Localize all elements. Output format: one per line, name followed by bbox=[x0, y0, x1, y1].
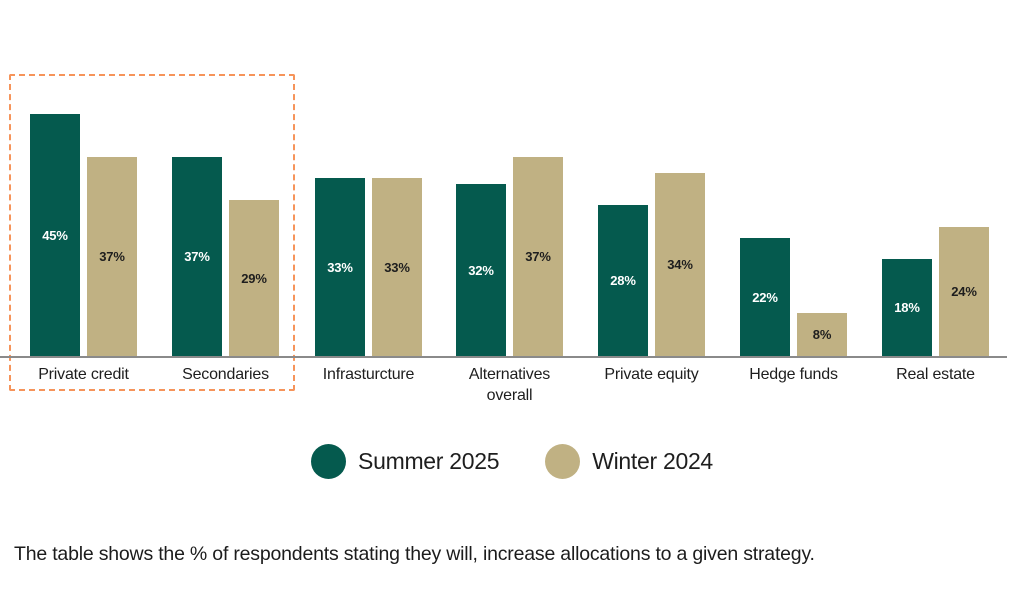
category-label-hedge-funds: Hedge funds bbox=[749, 366, 838, 383]
bar-group-hedge-funds: 22% 8% bbox=[740, 0, 847, 356]
bar-value-label: 22% bbox=[752, 289, 778, 305]
legend-item-winter-2024: Winter 2024 bbox=[545, 444, 713, 479]
bar-group-alternatives-overall: 32% 37% bbox=[456, 0, 563, 356]
bar-infrasturcture-winter-2024: 33% bbox=[372, 178, 422, 356]
bar-value-label: 37% bbox=[99, 249, 125, 264]
bar-private-credit-summer-2025: 45% bbox=[30, 114, 80, 356]
bar-private-credit-winter-2024: 37% bbox=[87, 157, 137, 356]
bar-real-estate-summer-2025: 18% bbox=[882, 259, 932, 356]
highlight-dashed-box bbox=[9, 74, 295, 391]
bar-value-label: 29% bbox=[241, 270, 267, 286]
legend-label: Winter 2024 bbox=[592, 448, 713, 474]
category-label-infrasturcture: Infrasturcture bbox=[322, 366, 415, 383]
bar-secondaries-summer-2025: 37% bbox=[172, 157, 222, 356]
bar-value-label: 32% bbox=[468, 262, 494, 278]
legend-item-summer-2025: Summer 2025 bbox=[311, 444, 500, 479]
category-label-private-equity: Private equity bbox=[604, 366, 699, 383]
chart-caption: The table shows the % of respondents sta… bbox=[14, 543, 815, 565]
category-label-secondaries: Secondaries bbox=[182, 366, 269, 383]
chart-legend: Summer 2025 Winter 2024 bbox=[0, 444, 1024, 479]
category-label-alternatives-overall: Alternatives overall bbox=[468, 366, 551, 404]
bar-infrasturcture-summer-2025: 33% bbox=[315, 178, 365, 356]
bar-value-label: 34% bbox=[667, 257, 693, 272]
bar-real-estate-winter-2024: 24% bbox=[939, 227, 989, 356]
x-axis-line bbox=[0, 356, 1007, 358]
bar-value-label: 28% bbox=[610, 273, 636, 288]
bar-group-infrasturcture: 33% 33% bbox=[315, 0, 422, 356]
bar-hedge-funds-winter-2024: 8% bbox=[797, 313, 847, 356]
bar-hedge-funds-summer-2025: 22% bbox=[740, 238, 790, 356]
category-label-real-estate: Real estate bbox=[896, 366, 975, 383]
category-label-private-credit: Private credit bbox=[38, 366, 129, 383]
bar-value-label: 33% bbox=[327, 259, 353, 275]
bar-group-secondaries: 37% 29% bbox=[172, 0, 279, 356]
bar-value-label: 37% bbox=[525, 249, 551, 264]
bar-private-equity-winter-2024: 34% bbox=[655, 173, 705, 356]
chart-plot-area: 45% 37% Private credit 37% 29% Secondaries 33%… bbox=[0, 0, 1007, 404]
legend-swatch-winter-2024 bbox=[545, 444, 581, 479]
bar-value-label: 24% bbox=[951, 284, 977, 299]
bar-group-real-estate: 18% 24% bbox=[882, 0, 989, 356]
legend-swatch-summer-2025 bbox=[311, 444, 347, 479]
bar-alternatives-overall-winter-2024: 37% bbox=[513, 157, 563, 356]
bar-value-label: 33% bbox=[384, 259, 410, 275]
bar-private-equity-summer-2025: 28% bbox=[598, 205, 648, 356]
bar-value-label: 37% bbox=[184, 249, 210, 264]
legend-label: Summer 2025 bbox=[358, 448, 500, 474]
bar-value-label: 18% bbox=[894, 300, 920, 315]
bar-group-private-equity: 28% 34% bbox=[598, 0, 705, 356]
bar-value-label: 8% bbox=[812, 327, 832, 342]
bar-secondaries-winter-2024: 29% bbox=[229, 200, 279, 356]
bar-alternatives-overall-summer-2025: 32% bbox=[456, 184, 506, 356]
bar-group-private-credit: 45% 37% bbox=[30, 0, 137, 356]
bar-value-label: 45% bbox=[42, 227, 68, 243]
